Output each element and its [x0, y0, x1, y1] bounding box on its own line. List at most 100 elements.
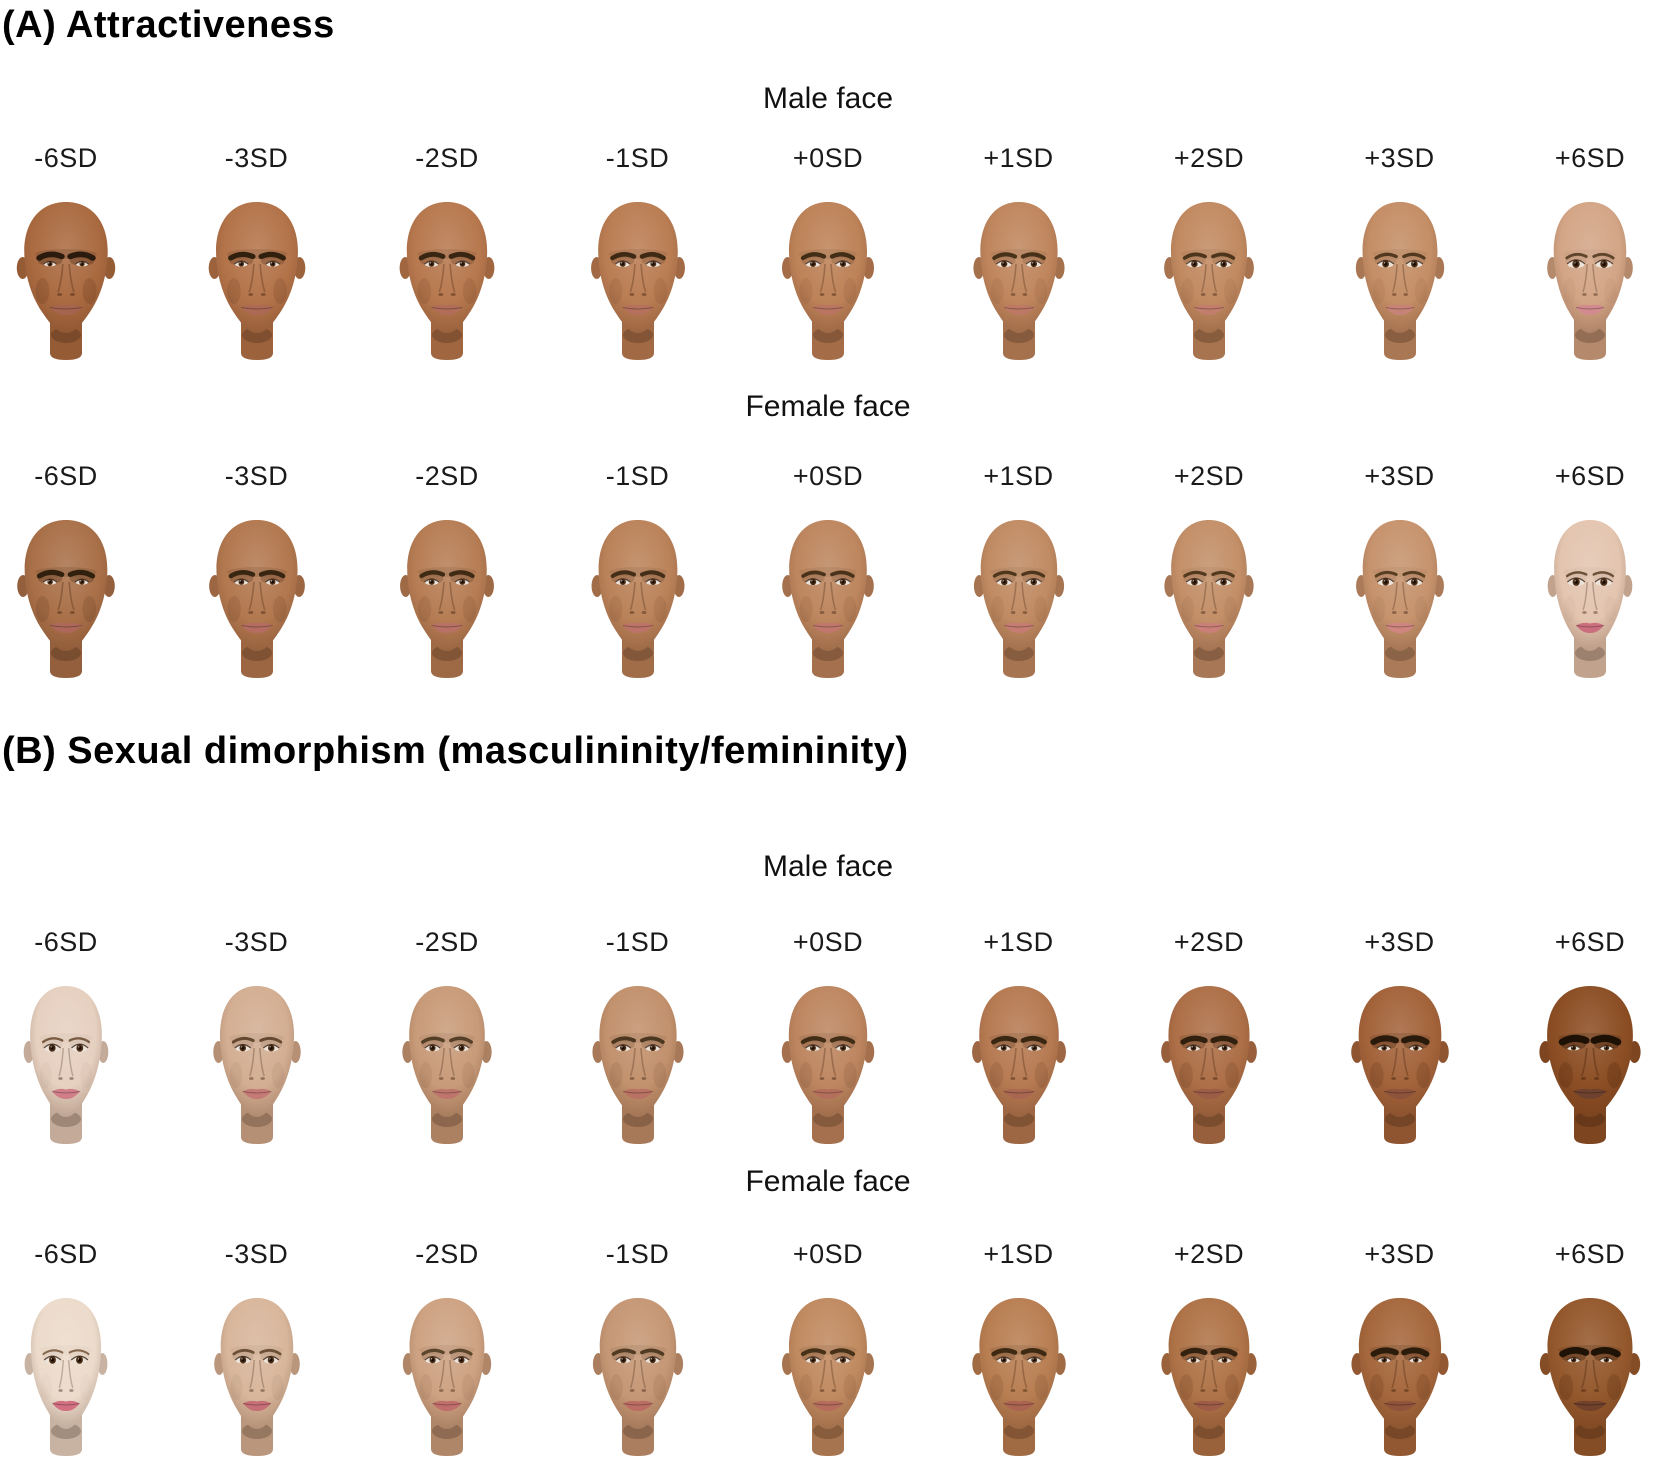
sd-label: -2SD [415, 461, 479, 491]
face-column: -1SD [582, 926, 694, 1150]
face-column: +2SD [1153, 460, 1265, 684]
face-row-b-female: -6SD -3SD -2SD -1SD +0SD +1SD +2SD +3SD +6SD [10, 1238, 1646, 1458]
face-column: +1SD [963, 1238, 1075, 1458]
face-row-b-male: -6SD -3SD -2SD -1SD +0SD +1SD +2SD +3SD +6SD [10, 926, 1646, 1150]
sd-label: -3SD [224, 1239, 289, 1269]
face-column: -6SD [10, 926, 122, 1150]
face-image [10, 1290, 122, 1458]
face-column: +3SD [1344, 1238, 1456, 1458]
sd-label: +6SD [1554, 927, 1626, 957]
face-image [1534, 512, 1646, 684]
sd-label: -1SD [605, 1239, 670, 1269]
face-column: -2SD [391, 1238, 503, 1458]
face-image [1344, 512, 1456, 684]
face-column: +6SD [1534, 926, 1646, 1150]
row-header-female-face-b: Female face [745, 1165, 911, 1198]
face-image [582, 1290, 694, 1458]
face-column: +1SD [963, 460, 1075, 684]
face-image [201, 194, 313, 366]
face-image [1344, 1290, 1456, 1458]
face-column: +3SD [1344, 926, 1456, 1150]
sd-label: +1SD [983, 143, 1054, 173]
face-column: -3SD [201, 460, 313, 684]
panel-a-title: (A) Attractiveness [2, 4, 335, 46]
sd-label: +3SD [1364, 1239, 1435, 1269]
face-column: -2SD [391, 460, 503, 684]
face-image [772, 194, 884, 366]
face-column: -2SD [391, 926, 503, 1150]
face-column: -6SD [10, 1238, 122, 1458]
face-column: +0SD [772, 142, 884, 366]
sd-label: -3SD [224, 143, 289, 173]
sd-label: -2SD [415, 143, 479, 173]
face-image [1534, 194, 1646, 366]
face-column: +6SD [1534, 460, 1646, 684]
face-image [963, 1290, 1075, 1458]
face-column: +1SD [963, 142, 1075, 366]
sd-label: +0SD [792, 143, 864, 173]
face-image [10, 512, 122, 684]
face-column: +3SD [1344, 460, 1456, 684]
face-column: -1SD [582, 460, 694, 684]
face-image [201, 512, 313, 684]
face-column: -3SD [201, 142, 313, 366]
face-image [1153, 512, 1265, 684]
row-header-male-face-b: Male face [762, 850, 894, 883]
face-image [391, 1290, 503, 1458]
sd-label: -2SD [415, 1239, 479, 1269]
row-header-female-face-a: Female face [745, 390, 911, 423]
panel-b-title: (B) Sexual dimorphism (masculininity/fem… [2, 730, 909, 772]
sd-label: -2SD [415, 927, 479, 957]
sd-label: +1SD [983, 461, 1054, 491]
sd-label: +6SD [1554, 1239, 1626, 1269]
face-image [772, 978, 884, 1150]
sd-label: +2SD [1173, 461, 1245, 491]
face-image [582, 978, 694, 1150]
face-image [10, 194, 122, 366]
face-column: +2SD [1153, 142, 1265, 366]
sd-label: +0SD [792, 461, 864, 491]
face-row-a-female: -6SD -3SD -2SD -1SD +0SD +1SD +2SD +3SD +6SD [10, 460, 1646, 684]
face-column: +0SD [772, 926, 884, 1150]
sd-label: +2SD [1173, 927, 1245, 957]
sd-label: +0SD [792, 927, 864, 957]
sd-label: -6SD [34, 461, 98, 491]
face-image [10, 978, 122, 1150]
face-image [582, 194, 694, 366]
face-image [582, 512, 694, 684]
face-row-a-male: -6SD -3SD -2SD -1SD +0SD +1SD +2SD +3SD +6SD [10, 142, 1646, 366]
sd-label: +3SD [1364, 461, 1435, 491]
sd-label: +2SD [1173, 143, 1245, 173]
sd-label: +1SD [983, 927, 1054, 957]
face-image [1153, 978, 1265, 1150]
face-image [201, 1290, 313, 1458]
sd-label: -6SD [34, 1239, 98, 1269]
face-column: +6SD [1534, 1238, 1646, 1458]
sd-label: +6SD [1554, 461, 1626, 491]
face-image [201, 978, 313, 1150]
sd-label: +6SD [1554, 143, 1626, 173]
face-column: -3SD [201, 926, 313, 1150]
face-image [772, 1290, 884, 1458]
face-column: +2SD [1153, 1238, 1265, 1458]
face-column: +0SD [772, 460, 884, 684]
face-image [963, 978, 1075, 1150]
sd-label: -3SD [224, 927, 289, 957]
face-image [1344, 194, 1456, 366]
sd-label: -1SD [605, 143, 670, 173]
face-column: -6SD [10, 460, 122, 684]
face-image [391, 978, 503, 1150]
sd-label: +3SD [1364, 927, 1435, 957]
face-column: -3SD [201, 1238, 313, 1458]
face-image [772, 512, 884, 684]
face-image [391, 194, 503, 366]
sd-label: -6SD [34, 927, 98, 957]
sd-label: -6SD [34, 143, 98, 173]
face-image [963, 512, 1075, 684]
sd-label: -1SD [605, 461, 670, 491]
face-image [1153, 194, 1265, 366]
face-column: -6SD [10, 142, 122, 366]
face-image [963, 194, 1075, 366]
face-image [1534, 978, 1646, 1150]
